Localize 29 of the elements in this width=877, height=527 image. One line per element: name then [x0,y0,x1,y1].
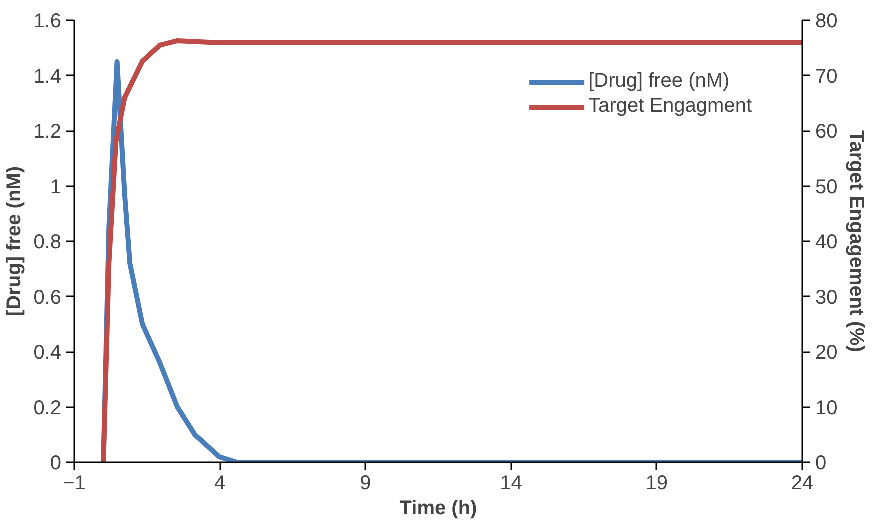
x-tick-label: 19 [646,472,668,494]
y2-axis-title: Target Engagement (%) [846,130,868,352]
y-tick-label: 0.6 [34,286,62,309]
x-tick-label: 4 [214,472,226,494]
y-tick-label: 1.2 [34,121,62,143]
y2-tick-label: 10 [816,397,838,420]
y-tick-label: 1 [50,176,62,198]
y2-tick-label: 50 [816,176,838,198]
y-tick-label: 0.8 [34,232,62,254]
y2-tick-label: 20 [816,342,838,364]
y2-tick-label: 30 [816,286,838,309]
y-tick-label: 0 [50,452,62,474]
y-tick-label: 1.4 [34,66,62,88]
x-tick-label: 24 [791,472,814,494]
x-axis-title: Time (h) [400,498,478,520]
y-tick-label: 1.6 [34,10,62,32]
x-tick-label: 14 [500,472,522,494]
y2-tick-label: 80 [816,10,838,32]
x-tick-label: 9 [360,472,372,494]
y2-tick-label: 60 [816,121,838,143]
y2-tick-label: 70 [816,66,838,88]
y2-tick-label: 40 [816,232,838,254]
legend-label: Target Engagment [588,95,752,118]
legend-label: [Drug] free (nM) [588,70,730,93]
x-tick-label: −1 [63,472,86,494]
y-axis-title: [Drug] free (nM) [4,166,26,316]
y2-tick-label: 0 [816,452,827,474]
y-tick-label: 0.2 [34,397,62,420]
y-tick-label: 0.4 [34,342,62,364]
